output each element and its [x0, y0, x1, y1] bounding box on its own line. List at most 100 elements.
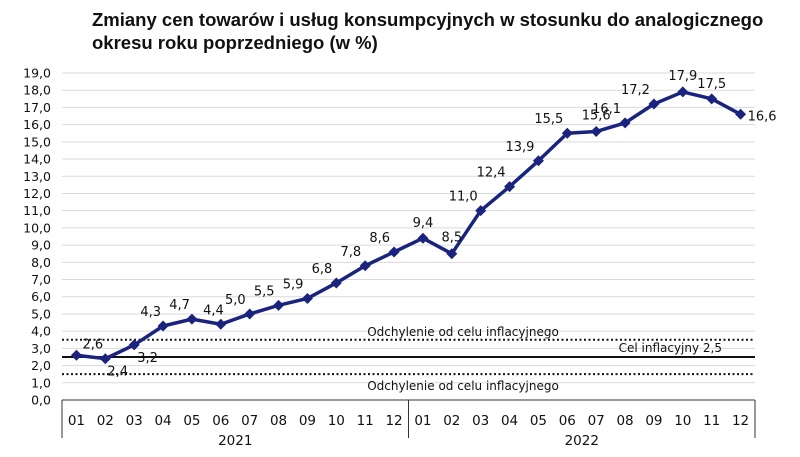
data-point-marker	[561, 127, 573, 139]
data-label: 15,5	[534, 112, 563, 127]
y-tick-label: 5,0	[31, 306, 51, 321]
x-tick-label: 05	[183, 413, 200, 429]
x-tick-label: 06	[212, 413, 229, 429]
y-tick-label: 11,0	[23, 203, 51, 218]
data-point-marker	[301, 292, 313, 304]
chart-title-line-2: okresu roku poprzedniego (w %)	[92, 32, 378, 53]
data-label: 2,6	[82, 337, 103, 352]
y-tick-label: 18,0	[23, 83, 51, 98]
x-tick-label: 08	[270, 413, 287, 429]
x-tick-label: 11	[357, 413, 374, 429]
target-deviation-label: Odchylenie od celu inflacyjnego	[367, 325, 559, 339]
data-label: 12,4	[477, 166, 506, 181]
inflation-target-label: Cel inflacyjny 2,5	[619, 341, 722, 355]
x-tick-label: 04	[501, 413, 518, 429]
data-point-marker	[648, 98, 660, 110]
y-tick-label: 6,0	[31, 289, 51, 304]
data-label: 13,9	[505, 140, 534, 155]
data-label: 4,4	[203, 303, 224, 318]
x-tick-label: 05	[530, 413, 547, 429]
y-tick-label: 16,0	[23, 117, 51, 132]
data-label: 16,1	[592, 102, 621, 117]
data-point-marker	[504, 181, 516, 193]
data-label: 5,5	[254, 284, 275, 299]
data-point-marker	[388, 246, 400, 258]
data-label: 8,6	[369, 231, 390, 246]
data-point-marker	[244, 308, 256, 320]
y-tick-label: 19,0	[23, 66, 51, 81]
x-tick-label: 01	[68, 413, 85, 429]
chart-title-line-1: Zmiany cen towarów i usług konsumpcyjnyc…	[92, 9, 764, 30]
data-point-marker	[735, 108, 747, 120]
target-deviation-label: Odchylenie od celu inflacyjnego	[367, 379, 559, 393]
data-label: 3,2	[137, 351, 158, 366]
y-tick-label: 1,0	[31, 375, 51, 390]
data-label: 15,6	[582, 109, 611, 124]
data-point-marker	[128, 339, 140, 351]
data-point-marker	[590, 126, 602, 138]
year-label: 2022	[565, 433, 599, 449]
y-tick-label: 12,0	[23, 186, 51, 201]
data-label: 17,9	[668, 69, 697, 84]
data-point-marker	[446, 248, 458, 260]
data-point-marker	[330, 277, 342, 289]
data-point-marker	[99, 353, 111, 365]
data-label: 8,5	[441, 231, 462, 246]
x-tick-label: 07	[588, 413, 605, 429]
y-tick-label: 7,0	[31, 272, 51, 287]
data-label: 16,6	[748, 109, 777, 124]
x-tick-label: 11	[703, 413, 720, 429]
y-tick-label: 2,0	[31, 358, 51, 373]
y-tick-label: 3,0	[31, 341, 51, 356]
data-point-marker	[417, 232, 429, 244]
y-tick-label: 15,0	[23, 134, 51, 149]
x-tick-label: 07	[241, 413, 258, 429]
series-line	[76, 90, 742, 361]
data-point-marker	[706, 93, 718, 105]
y-tick-label: 0,0	[31, 393, 51, 408]
data-label: 4,3	[140, 305, 161, 320]
x-tick-label: 06	[559, 413, 576, 429]
x-tick-label: 10	[674, 413, 691, 429]
data-point-marker	[273, 299, 285, 311]
data-point-marker	[619, 117, 631, 129]
data-point-marker	[157, 320, 169, 332]
data-label: 17,5	[697, 77, 726, 92]
data-point-marker	[215, 318, 227, 330]
data-point-marker	[677, 86, 689, 98]
x-tick-label: 03	[126, 413, 143, 429]
x-tick-label: 08	[616, 413, 633, 429]
year-label: 2021	[218, 433, 252, 449]
y-tick-label: 13,0	[23, 169, 51, 184]
y-tick-label: 10,0	[23, 220, 51, 235]
chart-title: Zmiany cen towarów i usług konsumpcyjnyc…	[92, 8, 782, 54]
x-tick-label: 02	[443, 413, 460, 429]
x-tick-label: 09	[299, 413, 316, 429]
x-tick-label: 04	[154, 413, 171, 429]
x-tick-label: 03	[472, 413, 489, 429]
data-label: 5,9	[283, 277, 304, 292]
data-point-marker	[359, 260, 371, 272]
y-tick-label: 17,0	[23, 100, 51, 115]
x-tick-label: 12	[385, 413, 402, 429]
x-tick-label: 02	[97, 413, 114, 429]
data-point-marker	[186, 313, 198, 325]
data-label: 4,7	[169, 298, 190, 313]
x-tick-label: 01	[414, 413, 431, 429]
y-tick-label: 4,0	[31, 324, 51, 339]
data-label: 2,4	[107, 365, 128, 380]
y-tick-label: 14,0	[23, 152, 51, 167]
data-label: 6,8	[312, 262, 333, 277]
x-tick-label: 12	[732, 413, 749, 429]
x-tick-label: 10	[328, 413, 345, 429]
data-label: 17,2	[621, 83, 650, 98]
data-point-marker	[475, 205, 487, 217]
data-label: 7,8	[341, 245, 362, 260]
data-label: 9,4	[413, 216, 434, 231]
y-tick-label: 8,0	[31, 255, 51, 270]
data-label: 11,0	[449, 190, 478, 205]
x-tick-label: 09	[645, 413, 662, 429]
y-tick-label: 9,0	[31, 238, 51, 253]
data-label: 5,0	[225, 293, 246, 308]
